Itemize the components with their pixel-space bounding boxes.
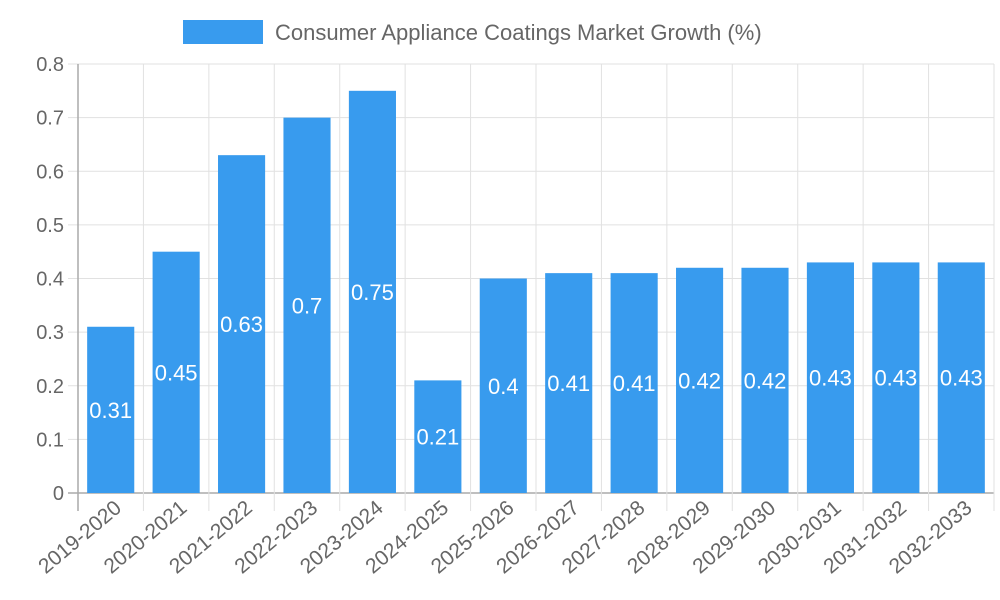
bar: [87, 326, 135, 493]
data-label: 0.45: [155, 360, 198, 385]
bar: [545, 273, 593, 493]
data-label: 0.43: [940, 366, 983, 391]
legend[interactable]: Consumer Appliance Coatings Market Growt…: [183, 20, 762, 45]
bar: [152, 251, 200, 493]
bar: [218, 155, 266, 493]
y-tick-label: 0: [53, 483, 64, 505]
bar: [479, 278, 527, 493]
data-label: 0.4: [488, 374, 519, 399]
data-label: 0.41: [613, 371, 656, 396]
bar: [806, 262, 854, 493]
y-tick-label: 0.3: [36, 322, 64, 344]
data-label: 0.63: [220, 312, 263, 337]
bar: [348, 90, 396, 493]
data-label: 0.42: [744, 368, 787, 393]
data-label: 0.7: [292, 293, 323, 318]
y-tick-label: 0.4: [36, 269, 64, 291]
bar: [283, 117, 331, 493]
bar: [937, 262, 985, 493]
y-tick-label: 0.7: [36, 108, 64, 130]
bar: [610, 273, 658, 493]
data-label: 0.75: [351, 280, 394, 305]
data-label: 0.41: [547, 371, 590, 396]
y-tick-label: 0.2: [36, 376, 64, 398]
bar: [676, 267, 724, 493]
bar: [872, 262, 920, 493]
data-label: 0.43: [874, 366, 917, 391]
y-tick-label: 0.1: [36, 429, 64, 451]
bar: [741, 267, 789, 493]
bar: [414, 380, 462, 493]
legend-swatch: [183, 20, 263, 44]
y-tick-label: 0.6: [36, 161, 64, 183]
data-label: 0.31: [89, 398, 132, 423]
data-label: 0.21: [416, 425, 459, 450]
y-tick-label: 0.8: [36, 54, 64, 76]
y-tick-label: 0.5: [36, 215, 64, 237]
data-label: 0.42: [678, 368, 721, 393]
data-label: 0.43: [809, 366, 852, 391]
legend-label: Consumer Appliance Coatings Market Growt…: [275, 20, 762, 45]
